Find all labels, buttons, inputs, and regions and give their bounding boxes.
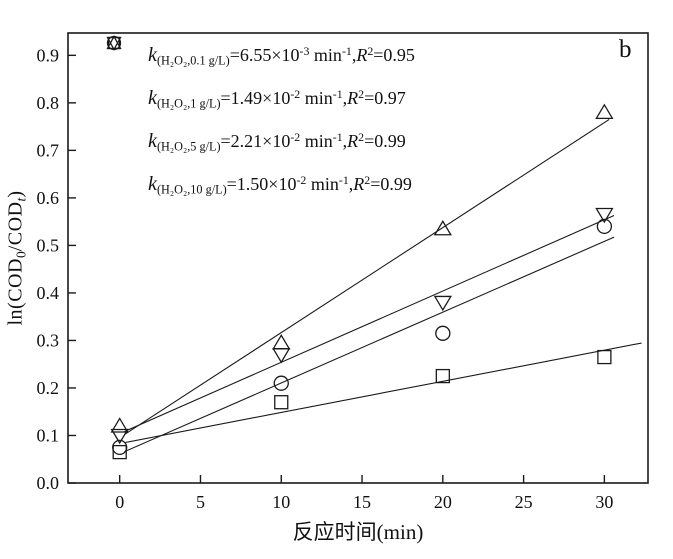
y-tick-label: 0.0	[37, 473, 60, 493]
fit-line-triangle-down	[124, 214, 615, 432]
data-point-circle	[596, 218, 613, 235]
plot-border	[67, 32, 649, 484]
legend-item: k(H₂O₂,10 g/L)=1.50×10-2 min-1,R2=0.99	[106, 36, 415, 207]
y-axis-title-subt: t	[13, 197, 29, 202]
data-point-triangle-up	[272, 334, 291, 350]
y-tick-label: 0.6	[37, 188, 60, 208]
legend-label: k(H₂O₂,5 g/L)=2.21×10-2 min-1,R2=0.99	[148, 130, 406, 154]
fit-line-square	[124, 342, 642, 444]
data-point-square	[435, 368, 450, 384]
y-tick-label: 0.8	[37, 93, 60, 113]
data-point-triangle-down	[272, 348, 291, 364]
data-point-circle	[435, 325, 451, 341]
legend-item: k(H₂O₂,1 g/L)=1.49×10-2 min-1,R2=0.97	[106, 35, 415, 121]
x-tick-label: 25	[515, 492, 533, 512]
legend-label: k(H₂O₂,10 g/L)=1.50×10-2 min-1,R2=0.99	[148, 173, 412, 197]
triangle-down-icon	[106, 36, 122, 51]
data-point-square	[274, 395, 289, 410]
legend-item: k(H₂O₂,5 g/L)=2.21×10-2 min-1,R2=0.99	[106, 35, 415, 164]
fit-line-triangle-up	[124, 118, 610, 435]
y-tick-label: 0.4	[37, 283, 60, 303]
legend-marker	[106, 35, 126, 108]
y-tick-label: 0.1	[37, 425, 60, 445]
legend-marker	[106, 36, 126, 194]
x-tick-label: 15	[353, 492, 371, 512]
data-point-circle	[112, 439, 128, 456]
x-tick-label: 30	[595, 492, 613, 512]
y-axis-title-mid: /COD	[4, 201, 27, 252]
y-axis-title: ln(COD0/CODt)	[5, 191, 30, 326]
legend-item: k(H₂O₂,0.1 g/L)=6.55×10-3 min-1,R2=0.95	[106, 35, 415, 78]
legend: k(H₂O₂,0.1 g/L)=6.55×10-3 min-1,R2=0.95 k…	[106, 35, 415, 207]
y-axis-title-close: )	[4, 190, 27, 198]
x-tick-label: 0	[115, 492, 124, 512]
y-tick-label: 0.3	[37, 330, 60, 350]
panel-label: b	[619, 36, 632, 63]
data-point-triangle-down	[433, 295, 452, 312]
data-point-square	[112, 444, 127, 460]
y-tick-label: 0.9	[37, 45, 60, 65]
data-point-square	[597, 349, 612, 365]
x-axis-title: 反应时间(min)	[292, 520, 424, 544]
x-tick-label: 10	[272, 492, 290, 512]
data-point-triangle-up	[110, 417, 129, 433]
y-tick-label: 0.5	[37, 235, 60, 255]
y-tick-label: 0.7	[37, 140, 60, 160]
y-tick-label: 0.2	[37, 378, 60, 398]
fit-line-circle	[124, 236, 615, 453]
data-point-circle	[273, 375, 289, 391]
legend-marker	[106, 35, 126, 151]
data-point-triangle-down	[595, 207, 614, 224]
x-tick-label: 5	[196, 492, 205, 512]
y-axis-title-sub0: 0	[13, 251, 29, 259]
x-tick-label: 20	[434, 492, 452, 512]
legend-label: k(H₂O₂,0.1 g/L)=6.55×10-3 min-1,R2=0.95	[148, 44, 415, 68]
data-point-triangle-down	[110, 428, 129, 445]
data-point-triangle-up	[595, 103, 614, 120]
y-axis-title-text: ln(COD	[4, 258, 27, 326]
data-point-triangle-up	[433, 220, 452, 236]
legend-label: k(H₂O₂,1 g/L)=1.49×10-2 min-1,R2=0.97	[148, 87, 406, 111]
